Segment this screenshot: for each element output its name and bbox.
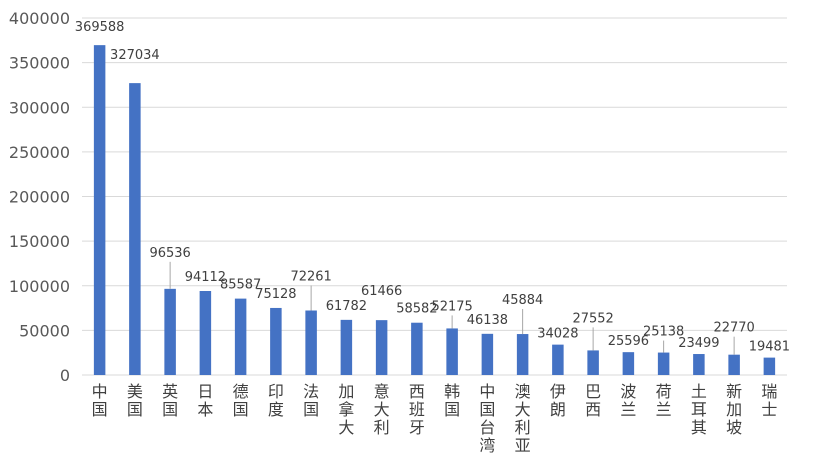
x-tick-label: 瑞士 — [761, 382, 777, 419]
x-tick-label: 中国 — [92, 382, 108, 419]
data-label: 85587 — [220, 278, 261, 293]
data-label-leader-lines — [169, 261, 735, 355]
data-label: 52175 — [431, 299, 472, 314]
y-tick-label: 250000 — [9, 143, 70, 162]
bar — [375, 320, 388, 375]
data-label: 61782 — [326, 299, 367, 314]
x-tick-label: 美国 — [127, 382, 143, 419]
data-label: 45884 — [502, 293, 543, 308]
data-label: 58582 — [396, 302, 437, 317]
y-tick-label: 100000 — [9, 277, 70, 296]
bar — [234, 298, 247, 375]
x-tick-label: 荷兰 — [656, 382, 672, 419]
data-label: 25138 — [643, 325, 684, 340]
y-tick-label: 350000 — [9, 54, 70, 73]
x-tick-label: 巴西 — [585, 382, 601, 419]
x-tick-label: 波兰 — [620, 382, 636, 419]
y-axis-tick-labels: 0 50000 100000 150000 200000 250000 300000 3500… — [9, 9, 70, 385]
x-tick-label: 土耳其 — [691, 382, 707, 437]
data-label: 327034 — [110, 48, 160, 63]
y-tick-label: 200000 — [9, 188, 70, 207]
gridlines — [82, 17, 787, 376]
bar — [340, 319, 353, 375]
x-tick-label: 澳大利亚 — [515, 382, 531, 455]
x-tick-label: 伊朗 — [550, 382, 566, 419]
data-label: 94112 — [185, 270, 226, 285]
bar — [129, 83, 141, 375]
bar — [164, 288, 176, 375]
bar — [93, 45, 106, 376]
bar — [728, 354, 740, 375]
x-tick-label: 加拿大 — [338, 382, 354, 437]
bar — [516, 334, 529, 375]
data-label: 25596 — [608, 334, 649, 349]
x-tick-label: 印度 — [268, 382, 284, 419]
bar — [270, 307, 282, 375]
bar — [446, 328, 458, 375]
data-label: 369588 — [75, 20, 125, 35]
data-label: 23499 — [678, 336, 719, 351]
bar — [763, 357, 776, 375]
bar — [693, 354, 705, 375]
x-tick-label: 西班牙 — [409, 382, 425, 437]
x-tick-label: 新加坡 — [726, 382, 742, 437]
x-tick-label: 意大利 — [374, 382, 390, 437]
x-tick-label: 中国台湾 — [479, 382, 495, 455]
y-tick-label: 150000 — [9, 232, 70, 251]
bar — [657, 352, 670, 375]
bars — [93, 45, 776, 376]
bar — [305, 310, 317, 375]
y-tick-label: 300000 — [9, 98, 70, 117]
data-label: 46138 — [467, 313, 508, 328]
data-label: 75128 — [255, 287, 296, 302]
x-tick-label: 日本 — [197, 382, 213, 419]
data-label: 72261 — [290, 270, 331, 285]
bar — [587, 350, 599, 375]
data-label: 61466 — [361, 284, 402, 299]
bar — [552, 344, 564, 375]
data-label: 22770 — [713, 321, 754, 336]
x-tick-label: 法国 — [303, 382, 319, 419]
bar — [481, 333, 494, 375]
y-tick-label: 0 — [60, 366, 70, 385]
data-label: 34028 — [537, 327, 578, 342]
x-tick-label: 英国 — [162, 382, 178, 419]
y-tick-label: 400000 — [9, 9, 70, 28]
data-label: 96536 — [149, 246, 190, 261]
bar — [411, 322, 423, 375]
data-label: 19481 — [749, 340, 790, 355]
bar — [622, 352, 635, 375]
x-tick-label: 韩国 — [444, 382, 460, 419]
x-tick-label: 德国 — [233, 382, 249, 419]
bar — [199, 291, 212, 375]
data-label: 27552 — [572, 311, 613, 326]
y-tick-label: 50000 — [19, 321, 70, 340]
